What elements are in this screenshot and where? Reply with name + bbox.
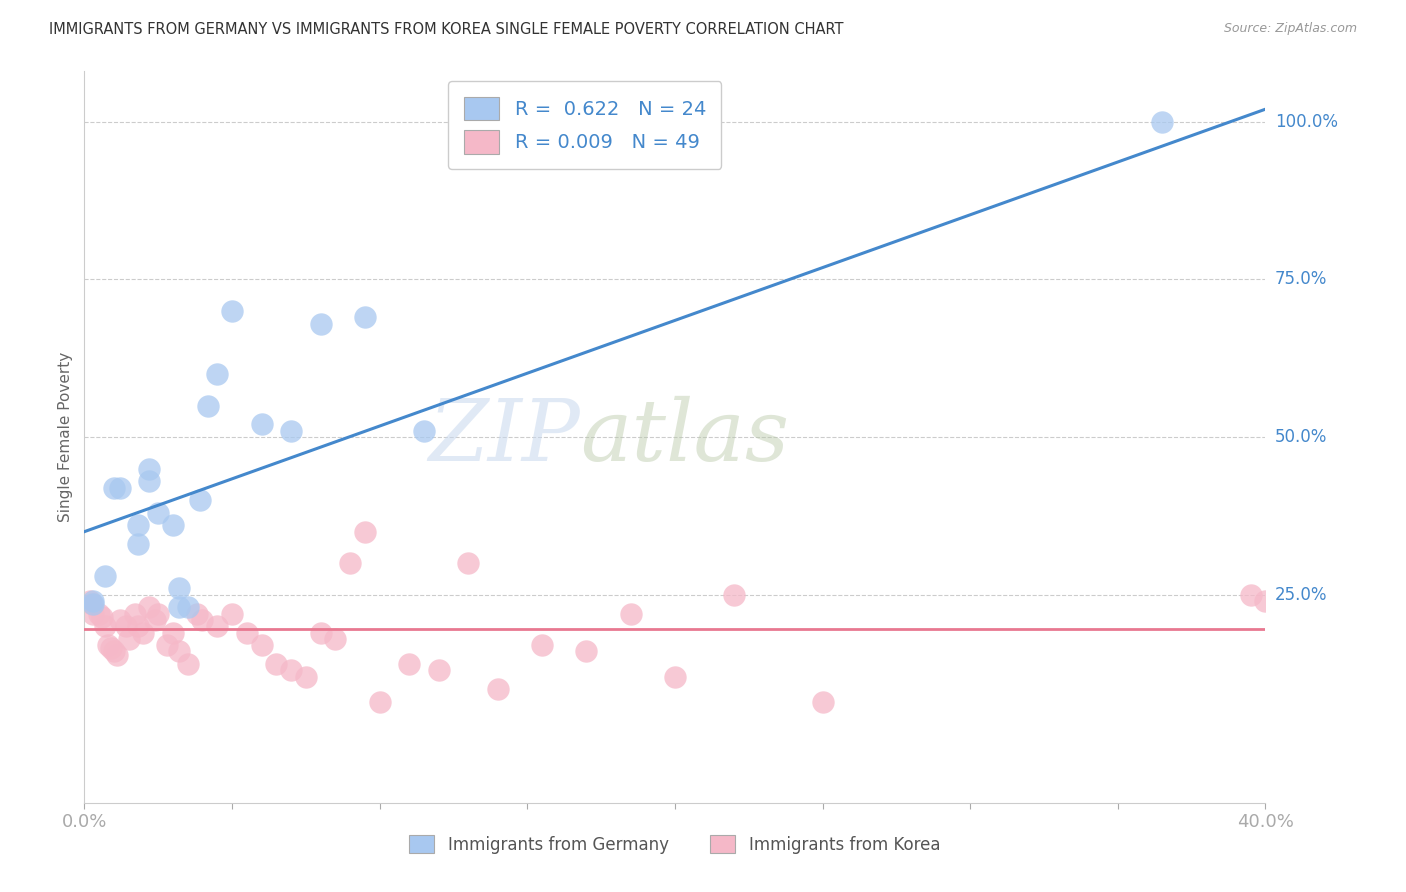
Point (97, 638, 120, 652)
Point (143, 613, 166, 627)
Point (236, 625, 259, 640)
Text: 25.0%: 25.0% (1275, 586, 1327, 604)
Y-axis label: Single Female Poverty: Single Female Poverty (58, 352, 73, 522)
Point (94, 569, 117, 583)
Point (339, 556, 361, 570)
Point (325, 632, 347, 646)
Point (354, 310, 377, 325)
Point (309, 317, 332, 331)
Point (124, 607, 146, 621)
Point (811, 695, 834, 709)
Point (1152, 115, 1174, 129)
Legend: Immigrants from Germany, Immigrants from Korea: Immigrants from Germany, Immigrants from… (402, 829, 948, 860)
Point (177, 657, 200, 671)
Point (280, 424, 302, 438)
Point (1240, 588, 1263, 602)
Point (486, 682, 509, 697)
Point (295, 670, 318, 684)
Point (221, 607, 243, 621)
Point (457, 556, 479, 570)
Point (664, 670, 686, 684)
Point (118, 632, 141, 646)
Point (105, 648, 128, 662)
Point (207, 367, 229, 381)
Text: 50.0%: 50.0% (1275, 428, 1327, 446)
Point (127, 619, 149, 633)
Point (91, 609, 114, 624)
Point (207, 619, 229, 633)
Point (167, 582, 190, 596)
Point (427, 664, 450, 678)
Text: atlas: atlas (581, 396, 790, 478)
Point (250, 417, 273, 432)
Point (250, 638, 273, 652)
Point (186, 607, 208, 621)
Text: 75.0%: 75.0% (1275, 270, 1327, 288)
Point (1254, 594, 1277, 608)
Point (148, 506, 170, 520)
Point (309, 625, 332, 640)
Point (82, 594, 104, 608)
Text: ZIP: ZIP (429, 396, 581, 478)
Point (138, 600, 160, 615)
Point (127, 537, 149, 551)
Point (148, 607, 170, 621)
Point (132, 625, 155, 640)
Point (162, 518, 184, 533)
Point (354, 524, 377, 539)
Point (87, 607, 111, 621)
Point (167, 644, 190, 658)
Text: Source: ZipAtlas.com: Source: ZipAtlas.com (1223, 22, 1357, 36)
Point (197, 399, 219, 413)
Point (80, 597, 103, 611)
Point (108, 481, 131, 495)
Point (266, 657, 288, 671)
Point (94, 619, 117, 633)
Point (620, 607, 643, 621)
Point (575, 644, 598, 658)
Point (531, 638, 554, 652)
Point (79, 594, 101, 608)
Point (368, 695, 391, 709)
Point (191, 613, 214, 627)
Point (167, 600, 190, 615)
Point (82, 607, 104, 621)
Point (398, 657, 420, 671)
Point (108, 613, 131, 627)
Point (114, 619, 136, 633)
Point (280, 664, 302, 678)
Point (127, 518, 149, 533)
Point (82, 597, 104, 611)
Point (162, 625, 184, 640)
Point (723, 588, 745, 602)
Point (413, 424, 436, 438)
Point (177, 600, 200, 615)
Point (221, 304, 243, 318)
Point (188, 493, 211, 508)
Text: 100.0%: 100.0% (1275, 112, 1339, 131)
Point (138, 461, 160, 475)
Point (103, 481, 125, 495)
Point (138, 474, 160, 488)
Point (156, 638, 179, 652)
Text: IMMIGRANTS FROM GERMANY VS IMMIGRANTS FROM KOREA SINGLE FEMALE POVERTY CORRELATI: IMMIGRANTS FROM GERMANY VS IMMIGRANTS FR… (49, 22, 844, 37)
Point (100, 641, 122, 656)
Point (103, 644, 125, 658)
